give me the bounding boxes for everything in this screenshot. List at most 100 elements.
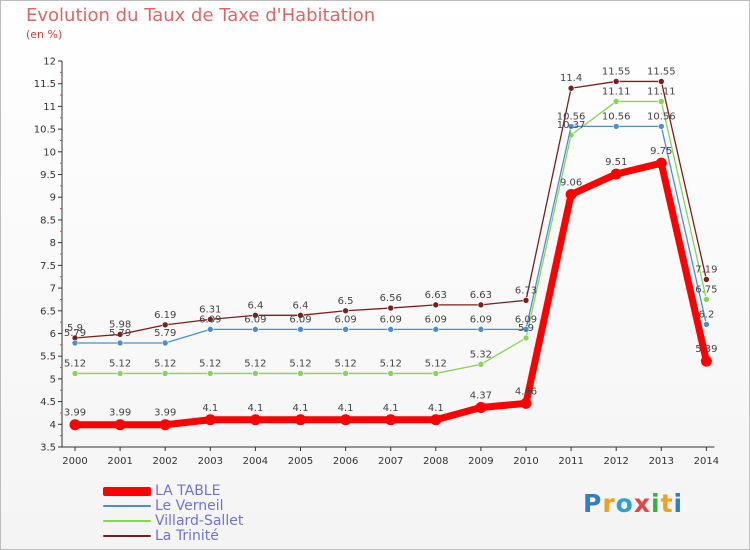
- data-label-le-verneil: 6.09: [289, 314, 311, 325]
- y-tick-label: 4: [50, 420, 56, 431]
- brand-letter: o: [615, 489, 634, 518]
- data-point-la-trinit: [161, 321, 169, 329]
- data-point-la-trinit: [612, 78, 620, 85]
- data-point-villard-sallet: [657, 98, 665, 105]
- data-label-la-trinit: 6.4: [293, 300, 309, 311]
- data-label-la-trinit: 5.98: [109, 319, 131, 330]
- y-tick-label: 9: [50, 193, 56, 204]
- data-label-villard-sallet: 5.12: [64, 358, 86, 369]
- data-point-villard-sallet: [522, 334, 530, 342]
- y-tick-label: 10.5: [34, 125, 56, 136]
- data-label-la-trinit: 5.9: [67, 323, 83, 334]
- y-tick-label: 8.5: [40, 215, 56, 226]
- data-point-villard-sallet: [71, 370, 79, 377]
- data-label-la-trinit: 6.19: [154, 310, 176, 321]
- data-label-la-table: 4.1: [338, 403, 354, 414]
- data-point-la-trinit: [342, 307, 349, 315]
- data-point-la-trinit: [207, 316, 214, 323]
- legend-label-le-verneil: Le Verneil: [155, 498, 224, 514]
- data-label-la-table: 3.99: [154, 408, 176, 419]
- data-point-villard-sallet: [703, 296, 710, 303]
- legend-swatch-le-verneil: [103, 505, 151, 507]
- legend-label-la-trinite: La Trinité: [155, 528, 219, 544]
- brand-letter: x: [633, 489, 651, 518]
- y-tick-label: 12: [43, 57, 56, 68]
- data-label-villard-sallet: 5.12: [380, 358, 402, 369]
- data-point-villard-sallet: [297, 370, 304, 377]
- data-point-le-verneil: [387, 326, 395, 333]
- data-point-le-verneil: [71, 339, 79, 347]
- data-label-la-trinit: 11.55: [602, 66, 631, 77]
- data-label-la-table: 5.39: [695, 344, 717, 355]
- data-label-le-verneil: 10.56: [602, 111, 631, 122]
- x-tick-label: 2012: [603, 456, 628, 467]
- data-point-villard-sallet: [612, 98, 620, 105]
- data-point-la-trinit: [657, 78, 665, 85]
- y-tick-label: 9.5: [40, 170, 56, 181]
- data-label-villard-sallet: 5.12: [244, 358, 266, 369]
- data-label-la-table: 4.37: [470, 390, 492, 401]
- data-labels-layer: 5.9 5.98 6.19 6.31 6.4 6.4 6.5 6.56 6.63 6.63 6.73…: [64, 66, 718, 418]
- data-label-le-verneil: 6.09: [470, 314, 492, 325]
- data-label-la-trinit: 11.55: [647, 66, 676, 77]
- data-point-la-trinit: [432, 301, 440, 309]
- data-label-la-table: 4.1: [428, 403, 444, 414]
- x-tick-label: 2010: [513, 456, 538, 467]
- data-label-villard-sallet: 5.9: [518, 323, 534, 334]
- data-point-le-verneil: [477, 326, 485, 333]
- data-point-la-table: [565, 189, 577, 201]
- data-point-la-trinit: [387, 304, 395, 312]
- brand-logo: Proxiti: [583, 489, 683, 518]
- y-tick-label: 11.5: [34, 79, 56, 90]
- data-label-le-verneil: 6.2: [698, 309, 714, 320]
- y-tick-label: 10: [43, 147, 56, 158]
- data-label-villard-sallet: 5.12: [334, 358, 356, 369]
- data-label-villard-sallet: 11.11: [647, 86, 676, 97]
- data-label-le-verneil: 6.09: [380, 314, 402, 325]
- data-label-villard-sallet: 5.32: [470, 349, 492, 360]
- data-point-villard-sallet: [116, 370, 124, 377]
- data-label-villard-sallet: 10.37: [557, 120, 586, 131]
- data-point-la-table: [475, 401, 487, 413]
- data-point-la-table: [295, 414, 306, 426]
- data-label-la-trinit: 6.5: [338, 296, 354, 307]
- data-point-le-verneil: [342, 326, 349, 333]
- x-tick-label: 2011: [558, 456, 583, 467]
- data-label-la-table: 4.1: [247, 403, 263, 414]
- chart-title: Evolution du Taux de Taxe d'Habitation: [26, 5, 376, 26]
- data-label-le-verneil: 6.09: [199, 314, 221, 325]
- data-label-le-verneil: 6.09: [425, 314, 447, 325]
- data-label-la-table: 4.1: [202, 403, 218, 414]
- data-point-la-trinit: [116, 331, 124, 338]
- data-point-villard-sallet: [432, 370, 440, 377]
- data-label-la-table: 9.06: [560, 178, 582, 189]
- data-point-le-verneil: [297, 326, 304, 333]
- x-tick-label: 2000: [62, 456, 87, 467]
- data-point-la-trinit: [522, 297, 530, 304]
- chart-subtitle: (en %): [26, 28, 63, 41]
- y-tick-label: 4.5: [40, 397, 56, 408]
- data-point-la-table: [204, 414, 216, 426]
- data-label-villard-sallet: 5.12: [199, 358, 221, 369]
- data-point-la-table: [520, 397, 532, 409]
- series-layer: [69, 78, 712, 431]
- data-point-la-table: [655, 157, 667, 169]
- data-label-le-verneil: 5.79: [64, 328, 86, 339]
- data-label-la-table: 9.75: [650, 146, 672, 157]
- x-tick-label: 2013: [649, 456, 674, 467]
- data-label-villard-sallet: 5.12: [109, 358, 131, 369]
- data-label-la-trinit: 11.4: [560, 73, 582, 84]
- data-point-le-verneil: [567, 123, 575, 130]
- data-label-la-table: 3.99: [64, 408, 86, 419]
- data-point-la-table: [114, 419, 126, 431]
- x-tick-label: 2014: [694, 456, 719, 467]
- y-tick-label: 5.5: [40, 352, 56, 363]
- data-label-la-trinit: 6.73: [515, 285, 537, 296]
- data-point-la-table: [340, 414, 352, 426]
- data-label-villard-sallet: 5.12: [289, 358, 311, 369]
- data-label-la-table: 4.1: [293, 403, 309, 414]
- data-point-la-trinit: [477, 301, 485, 309]
- data-label-la-trinit: 6.63: [425, 290, 447, 301]
